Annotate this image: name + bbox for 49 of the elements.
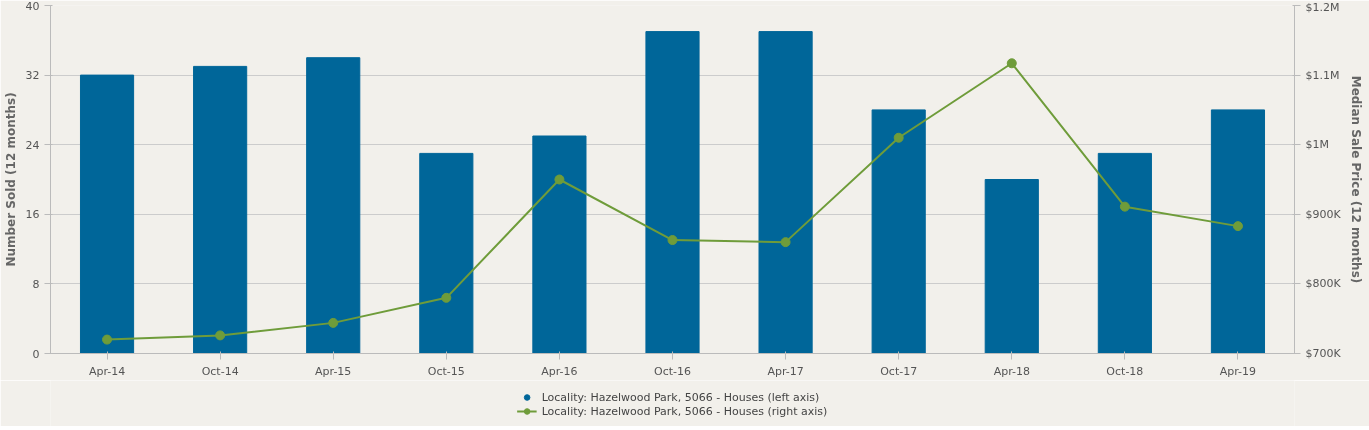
x-tick-label: Apr-15 [315, 364, 352, 378]
y2-tick-label: $800K [1305, 277, 1342, 291]
legend-label: Locality: Hazelwood Park, 5066 - Houses (left axis) [541, 390, 820, 404]
bar [1210, 109, 1266, 354]
point [1119, 201, 1130, 212]
point [893, 132, 904, 143]
y2-tick-label: $1M [1305, 138, 1329, 152]
bar [645, 31, 700, 354]
bar [79, 74, 135, 354]
y-tick-label: 24 [25, 138, 40, 152]
y2-axis-title: Median Sale Price (12 months) [1348, 75, 1363, 284]
bar [532, 135, 587, 354]
point [780, 237, 791, 248]
legend-label: Locality: Hazelwood Park, 5066 - Houses (right axis) [541, 404, 828, 418]
x-tick-label: Apr-14 [88, 364, 126, 378]
bar [984, 179, 1039, 354]
y-axis-title: Number Sold (12 months) [3, 92, 18, 267]
x-tick-label: Oct-18 [1106, 364, 1144, 378]
point [1232, 221, 1243, 232]
x-tick-label: Oct-17 [880, 364, 918, 378]
y2-tick-label: $1.2M [1305, 0, 1340, 14]
x-tick-label: Apr-19 [1219, 364, 1257, 378]
bar [758, 31, 813, 354]
y-tick-label: 32 [25, 69, 40, 83]
point [328, 317, 339, 328]
point [554, 174, 565, 185]
bar [419, 152, 474, 354]
x-tick-label: Apr-18 [993, 364, 1030, 378]
bar [1097, 152, 1152, 354]
y2-tick-label: $1.1M [1305, 68, 1340, 82]
bar [871, 109, 926, 354]
y-tick-label: 0 [32, 347, 40, 361]
x-tick-label: Apr-17 [767, 364, 804, 378]
point [215, 330, 226, 341]
x-tick-label: Oct-14 [201, 364, 239, 378]
point [102, 334, 113, 345]
point [1006, 58, 1017, 69]
point [667, 235, 678, 246]
y2-tick-label: $900K [1305, 207, 1342, 221]
point [441, 292, 452, 303]
y-tick-label: 40 [25, 0, 40, 13]
x-tick-label: Oct-16 [654, 364, 692, 378]
x-tick-label: Apr-16 [541, 364, 578, 378]
bar [193, 65, 248, 354]
bar [306, 57, 361, 354]
y-tick-label: 16 [25, 208, 40, 222]
x-tick-label: Oct-15 [427, 364, 465, 378]
y2-tick-label: $700K [1305, 347, 1342, 360]
y-tick-label: 8 [32, 277, 40, 291]
